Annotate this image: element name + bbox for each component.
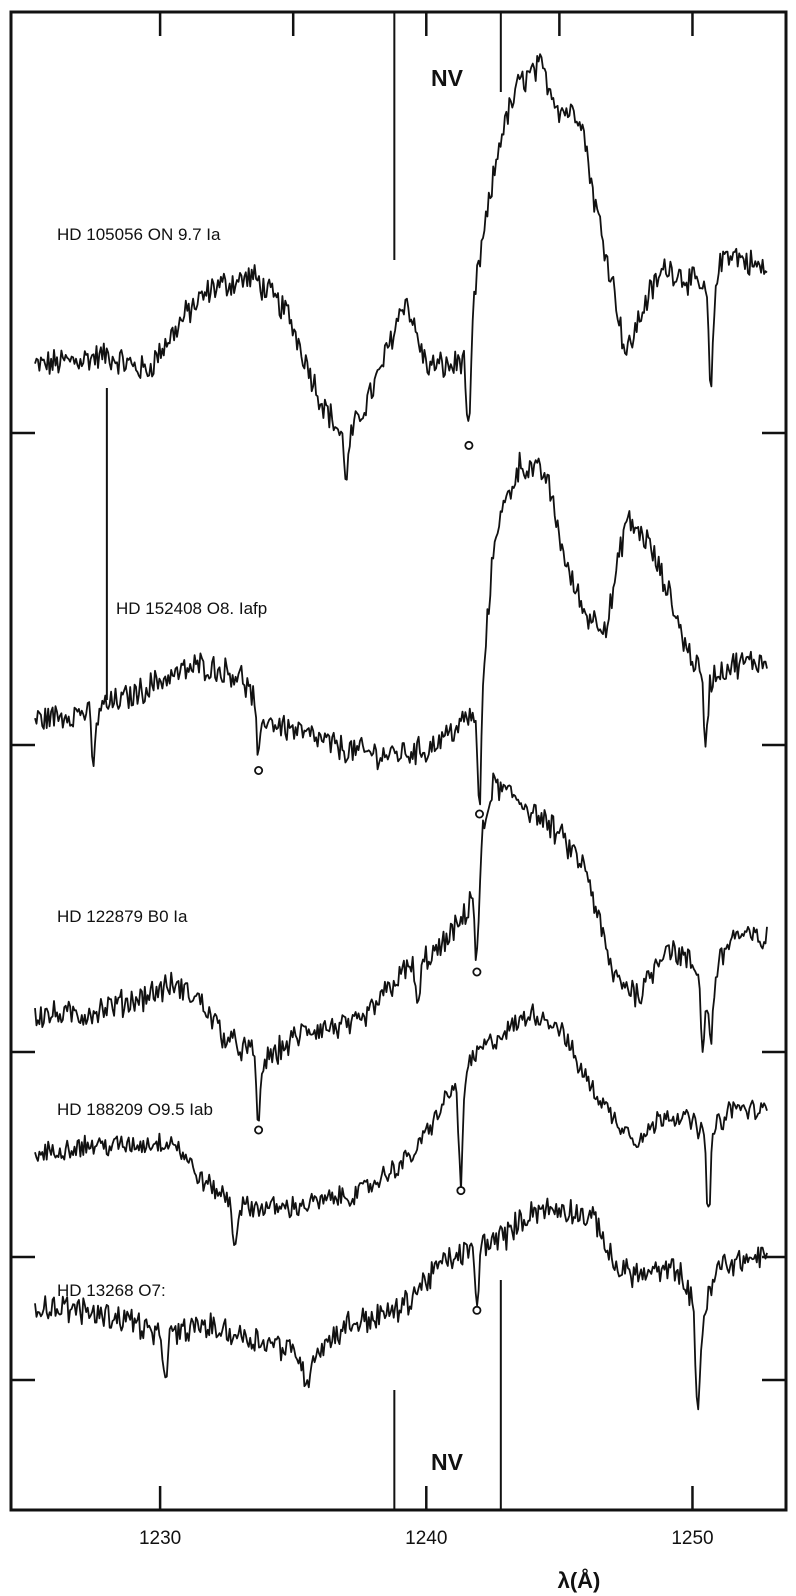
series-label-hd105056: HD 105056 ON 9.7 Ia (57, 225, 221, 244)
dip-marker-4-0 (472, 1305, 482, 1315)
spectrum-line-2 (34, 772, 768, 1122)
ion-label-top: NV (431, 65, 464, 91)
spectrum-line-1 (34, 451, 768, 806)
dip-marker-3-0 (456, 1186, 466, 1196)
x-ticks: 1230 1240 1250 (139, 12, 714, 1549)
ion-label-bottom: NV (431, 1449, 464, 1475)
series-label-hd122879: HD 122879 B0 Ia (57, 907, 188, 926)
spectrum-line-0 (34, 53, 768, 481)
spectrum-line-3 (34, 1003, 768, 1246)
dip-marker-1-0 (254, 766, 264, 776)
dip-marker-2-0 (254, 1125, 264, 1135)
plot-frame (9, 10, 788, 1512)
x-tick-label-1240: 1240 (405, 1528, 447, 1549)
series-label-hd152408: HD 152408 O8. Iafp (116, 599, 267, 618)
spectra-series (34, 53, 768, 1411)
nv-marker-lines (393, 12, 502, 1510)
x-axis-label: λ(Å) (558, 1567, 601, 1593)
dip-marker-2-1 (472, 967, 482, 977)
dip-marker-1-1 (474, 809, 484, 819)
x-tick-label-1250: 1250 (671, 1528, 713, 1549)
series-label-hd188209: HD 188209 O9.5 Iab (57, 1100, 213, 1119)
dip-marker-0-0 (464, 440, 474, 450)
spectrum-line-4 (34, 1197, 768, 1411)
x-tick-label-1230: 1230 (139, 1528, 181, 1549)
series-label-hd13268: HD 13268 O7: (57, 1281, 166, 1300)
